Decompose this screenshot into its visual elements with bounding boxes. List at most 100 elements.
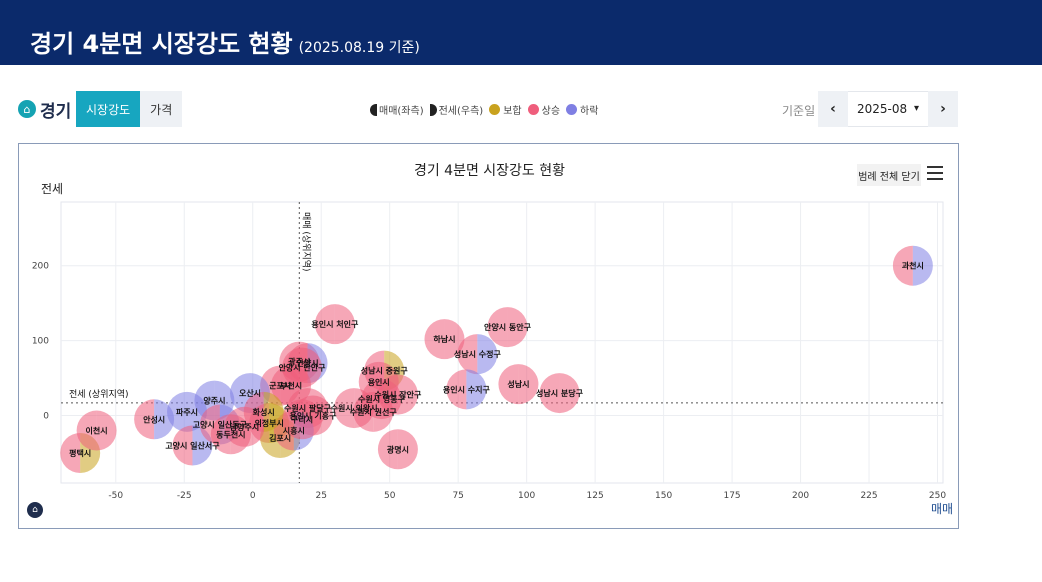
page-title-text: 경기 4분면 시장강도 현황 (30, 30, 293, 58)
bubble-jeonse-half (397, 429, 418, 470)
x-tick-label: 75 (452, 491, 463, 501)
bubble-label: 군포시 (269, 382, 291, 391)
x-tick-label: 0 (250, 491, 256, 501)
legend-item-sale[interactable]: 매매(좌측) (370, 102, 424, 117)
x-axis-title: 매매 (931, 502, 954, 516)
next-month-button[interactable]: › (928, 91, 958, 127)
region-label: 경기 (40, 101, 72, 122)
page-banner: 경기 4분면 시장강도 현황 (2025.08.19 기준) (0, 0, 1042, 65)
y-tick-label: 100 (32, 337, 49, 347)
tab-price[interactable]: 가격 (140, 91, 183, 127)
legend-item-down[interactable]: 하락 (566, 102, 598, 117)
chart-title: 경기 4분면 시장강도 현황 (413, 163, 566, 179)
bubble-label: 고양시 일산동구 (193, 420, 248, 430)
bubble-sale-half (282, 399, 303, 440)
bubble-label: 시흥시 (283, 426, 305, 436)
legend-item-jeonse[interactable]: 전세(우측) (429, 102, 484, 117)
chart-toolbar: ⌂ 경기 시장강도 가격 매매(좌측) 전세(우측) 보합 상승 하락 기준일 … (18, 91, 958, 127)
bubble-sale-half (377, 429, 398, 470)
bubble-sale-half (172, 425, 193, 466)
bubble-jeonse-half (477, 334, 498, 375)
x-tick-label: -25 (177, 491, 192, 501)
bubble-jeonse-half (302, 399, 323, 440)
bubble-label: 평택시 (69, 448, 91, 458)
bubble-sale-half (271, 365, 292, 406)
bubble-label: 수원시 의왕시 (331, 403, 378, 413)
bubble-sale-half (314, 304, 335, 345)
y-tick-label: 200 (32, 262, 49, 272)
bubble-label: 부천시 (280, 381, 302, 391)
down-dot-icon (566, 104, 578, 115)
bubble-label: 김포시 (269, 433, 291, 443)
bubble-sale-half (230, 373, 250, 414)
chevron-down-icon: ▾ (913, 103, 919, 114)
bubble-label: 수원시 팔달구 (284, 403, 332, 413)
x-tick-label: -50 (108, 491, 123, 501)
legend-close-button[interactable]: 범례 전체 닫기 (857, 164, 921, 186)
x-tick-label: 125 (587, 491, 604, 501)
legend-label: 전세(우측) (438, 106, 484, 117)
bubble-sale-half (76, 410, 97, 451)
bubble-sale-half (353, 391, 374, 432)
bubble-label: 안양시 만안구 (279, 363, 327, 373)
x-tick-label: 200 (792, 491, 809, 501)
flat-dot-icon (489, 104, 501, 115)
plot-area (60, 201, 944, 484)
bubble-label: 의정부시 (254, 418, 283, 428)
bubble-label: 이천시 (86, 426, 108, 436)
bubble-label: 파주시 (176, 407, 198, 417)
bubble-label: 수원시 장안구 (374, 390, 422, 400)
bubble-jeonse-half (518, 364, 539, 405)
bubble-label: 성남시 분당구 (536, 388, 584, 398)
bubble-sale-half (892, 245, 913, 286)
bubble-jeonse-half (334, 304, 355, 345)
y-tick-label: 0 (43, 412, 49, 422)
half-right-icon (429, 103, 437, 116)
legend-item-up[interactable]: 상승 (527, 102, 561, 117)
bubble-label: 용인시 처인구 (311, 319, 359, 329)
legend-item-flat[interactable]: 보합 (489, 102, 522, 117)
tab-market-strength[interactable]: 시장강도 (76, 91, 141, 127)
prev-month-button[interactable]: ‹ (818, 91, 848, 127)
legend-label: 상승 (541, 106, 561, 117)
bubble-sale-half (167, 391, 187, 432)
page-subtitle: (2025.08.19 기준) (298, 40, 420, 56)
date-select[interactable]: 2025-08 ▾ (848, 91, 928, 127)
bubble-label: 안양시 동안구 (484, 322, 532, 332)
x-tick-label: 250 (929, 491, 946, 501)
bubble-label: 구리시 (291, 414, 313, 424)
bubble-label: 안양시 (296, 358, 318, 368)
bubble-sale-half (457, 334, 478, 375)
x-tick-label: 150 (655, 491, 672, 501)
date-value: 2025-08 (857, 102, 908, 116)
bubble-plot: -50 -25 0 25 50 75 100 125 150 175 200 225 250 0 100 20… (32, 201, 946, 501)
bubble-label: 성남시 중원구 (361, 366, 409, 376)
bubble-sale-half (134, 399, 155, 440)
chart-legend: 매매(좌측) 전세(우측) 보합 상승 하락 (370, 102, 604, 117)
x-tick-label: 100 (518, 491, 535, 501)
y-reference-label: 전세 (상위지역) (69, 389, 129, 400)
bubble-label: 성남시 수정구 (454, 349, 502, 359)
bubble-jeonse-half (912, 245, 933, 286)
chevron-right-icon: › (940, 101, 946, 117)
bubble-jeonse-half (230, 414, 251, 455)
hamburger-menu-icon[interactable] (927, 166, 943, 182)
bubble-sale-half (487, 307, 508, 348)
x-tick-label: 175 (723, 491, 740, 501)
bubble-label: 광명시 (387, 444, 409, 454)
bubble-label: 성남시 (507, 379, 529, 389)
bubble-jeonse-half (397, 374, 418, 415)
bubble-jeonse-half (373, 391, 394, 432)
legend-label: 하락 (580, 106, 599, 117)
y-axis-title: 전세 (41, 182, 64, 196)
x-tick-label: 50 (384, 491, 396, 501)
bubble-sale-half (334, 388, 355, 429)
bubble-sale-half (498, 364, 519, 405)
bubble-label: 오산시 (239, 388, 261, 398)
half-left-icon (370, 103, 377, 116)
bubble-label: 양주시 (203, 396, 225, 406)
bubble-label: 수원시 영통구 (358, 394, 406, 404)
bubble-sale-half (539, 373, 560, 414)
bubble-jeonse-half (466, 369, 487, 410)
bubble-label: 광주시 (288, 357, 310, 367)
